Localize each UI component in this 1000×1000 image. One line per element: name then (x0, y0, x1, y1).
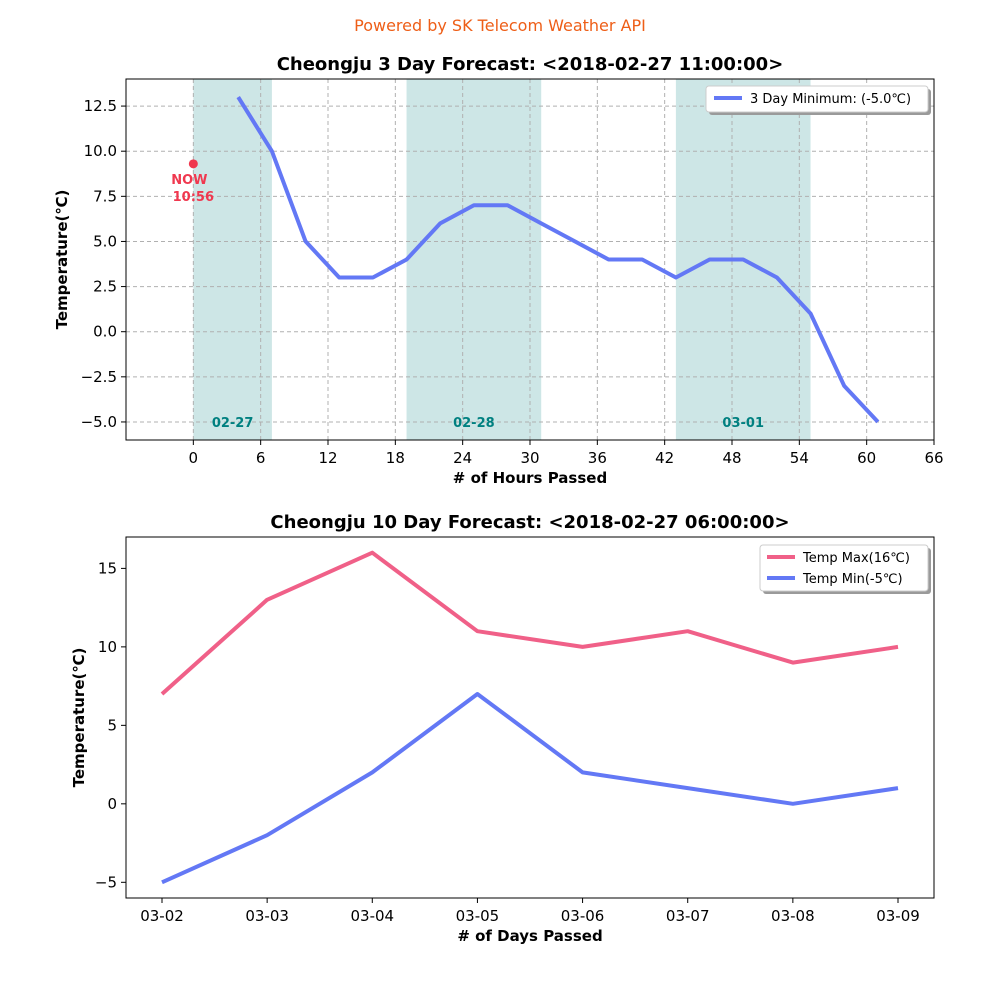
x-tick-label: 6 (256, 449, 266, 467)
x-tick-label: 66 (924, 449, 943, 467)
y-tick-label: 10 (98, 638, 117, 656)
y-tick-label: 15 (98, 559, 117, 577)
now-marker (188, 159, 198, 169)
day-band-label: 02-28 (453, 416, 495, 431)
day-band-label: 03-01 (722, 416, 764, 431)
x-axis-label: # of Hours Passed (453, 469, 607, 487)
x-tick-label: 18 (386, 449, 405, 467)
x-tick-label: 54 (790, 449, 809, 467)
y-tick-label: 2.5 (93, 278, 117, 296)
x-tick-label: 03-07 (666, 907, 710, 925)
chart-title: Cheongju 10 Day Forecast: <2018-02-27 06… (270, 512, 789, 533)
y-tick-label: 5 (107, 716, 117, 734)
x-tick-label: 0 (189, 449, 199, 467)
three-day-forecast-chart: 02-27 02-28 03-01 NOW 10:56 0 6 12 18 24 30 36 42 48 5… (53, 54, 944, 487)
day-band (406, 79, 542, 440)
x-tick-label: 03-08 (771, 907, 815, 925)
max-temp-line (160, 550, 899, 696)
y-tick-label: −2.5 (81, 368, 117, 386)
x-tick-label: 03-09 (876, 907, 920, 925)
y-tick-label: 5.0 (93, 232, 117, 250)
plot-frame (125, 536, 935, 899)
x-tick-label: 42 (655, 449, 674, 467)
x-tick-label: 48 (722, 449, 741, 467)
y-tick-label: −5 (95, 873, 117, 891)
y-tick-label: 10.0 (84, 142, 117, 160)
x-tick-label: 60 (857, 449, 876, 467)
y-tick-label: 7.5 (93, 187, 117, 205)
now-label: NOW (171, 173, 207, 188)
legend-label: 3 Day Minimum: (-5.0℃) (750, 92, 911, 107)
legend-label: Temp Max(16℃) (802, 551, 910, 566)
y-axis-label: Temperature(℃) (53, 190, 71, 330)
x-axis-label: # of Days Passed (457, 927, 602, 945)
legend: Temp Max(16℃) Temp Min(-5℃) (759, 544, 931, 594)
day-band (193, 79, 272, 440)
legend-box (759, 544, 929, 592)
x-tick-label: 03-04 (350, 907, 394, 925)
x-tick-label: 03-06 (561, 907, 605, 925)
x-tick-label: 03-02 (140, 907, 184, 925)
x-tick-label: 24 (453, 449, 472, 467)
chart-title: Cheongju 3 Day Forecast: <2018-02-27 11:… (277, 54, 784, 75)
legend: 3 Day Minimum: (-5.0℃) (705, 85, 931, 115)
legend-box (705, 85, 929, 113)
y-tick-label: −5.0 (81, 413, 117, 431)
x-tick-label: 36 (588, 449, 607, 467)
x-tick-label: 03-05 (456, 907, 500, 925)
now-time: 10:56 (173, 190, 214, 205)
min-temp-line (236, 96, 880, 424)
y-axis-label: Temperature(℃) (70, 648, 88, 788)
legend-label: Temp Min(-5℃) (802, 572, 903, 587)
y-tick-label: 12.5 (84, 97, 117, 115)
y-tick-label: 0.0 (93, 323, 117, 341)
y-tick-label: 0 (107, 795, 117, 813)
min-temp-line (161, 692, 899, 885)
credit-text: Powered by SK Telecom Weather API (354, 16, 646, 35)
x-tick-label: 03-03 (245, 907, 289, 925)
day-band-label: 02-27 (212, 416, 254, 431)
x-tick-label: 30 (520, 449, 539, 467)
x-tick-label: 12 (318, 449, 337, 467)
